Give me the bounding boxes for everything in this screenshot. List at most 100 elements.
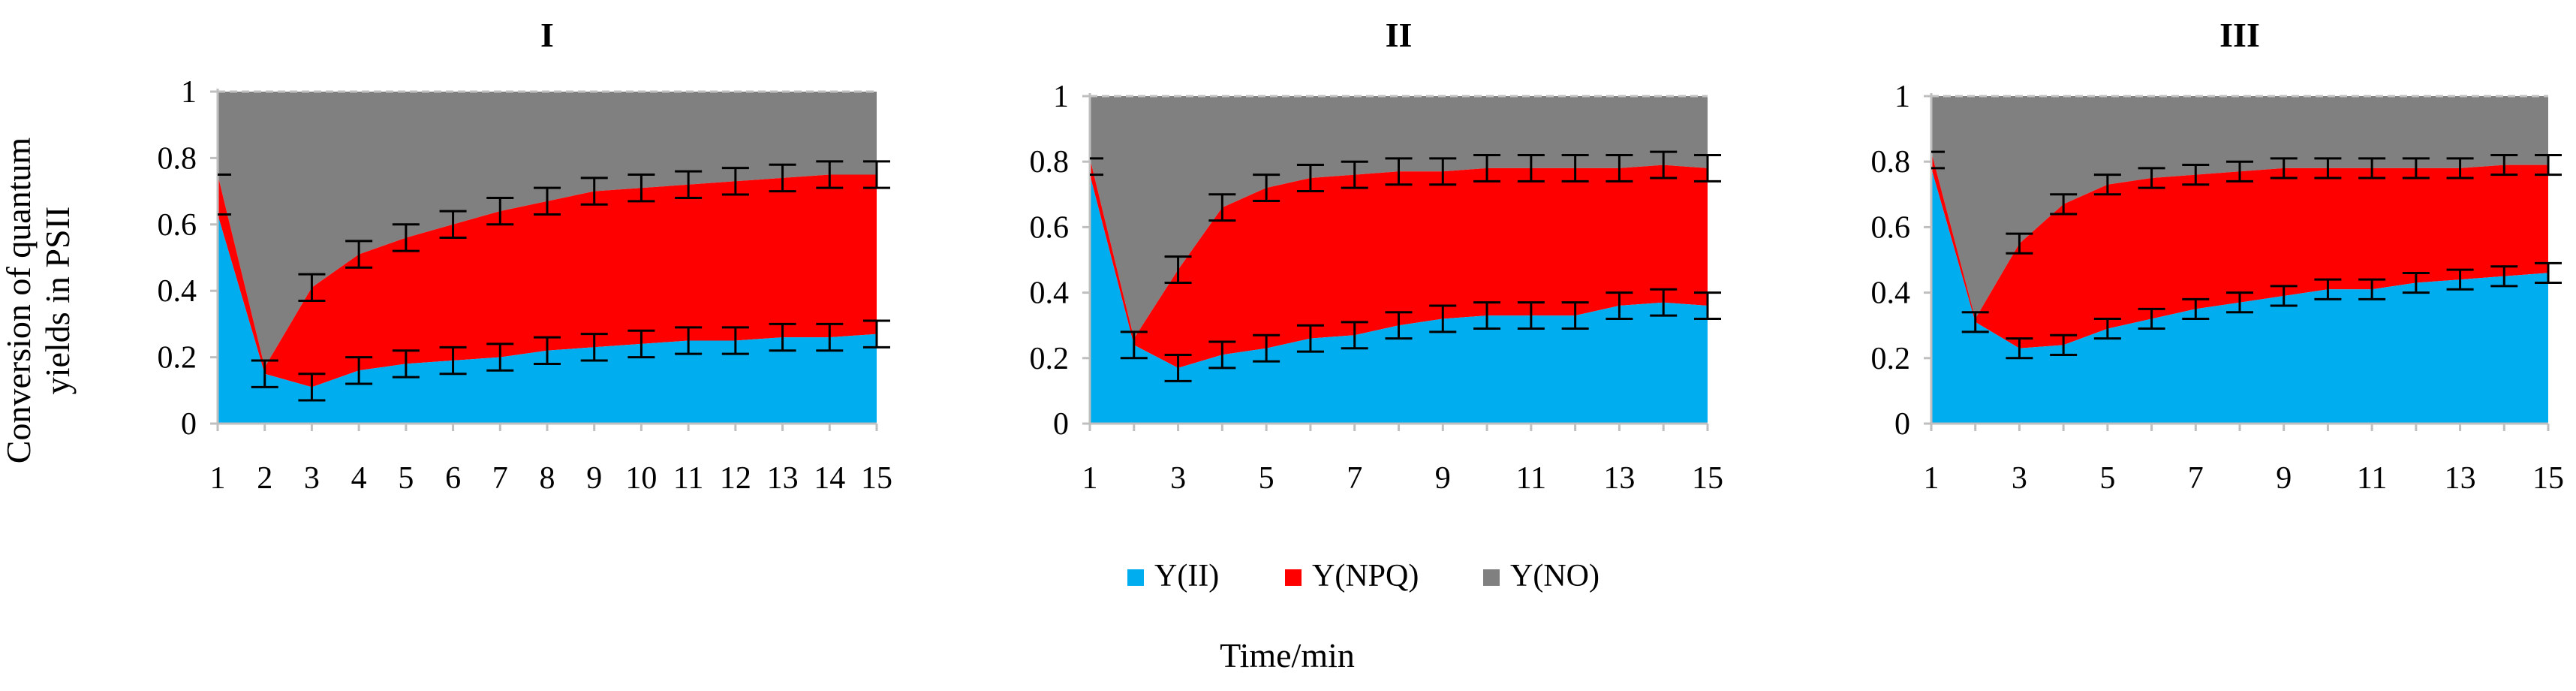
error-bar-y-ii	[863, 319, 890, 349]
y-tick-label: 0.6	[158, 208, 197, 243]
x-tick-label: 3	[304, 461, 320, 496]
error-bar-y-npq	[439, 210, 467, 239]
y-tick-label: 0.8	[158, 141, 197, 176]
x-tick-label: 7	[492, 461, 508, 496]
x-tick-label: 11	[1516, 461, 1546, 496]
error-bar-y-npq	[1650, 150, 1678, 180]
x-tick-label: 13	[767, 461, 799, 496]
error-bar-y-npq	[816, 160, 844, 189]
y-tick-label: 0.4	[1871, 276, 1911, 311]
x-tick-label: 15	[861, 461, 892, 496]
error-bar-y-npq	[1561, 153, 1589, 183]
error-bar-y-npq	[2270, 157, 2298, 180]
legend-label-y-ii: Y(II)	[1154, 559, 1219, 593]
error-bar-y-ii	[2138, 307, 2165, 330]
error-bar-y-ii	[1650, 288, 1678, 317]
error-bar-y-ii	[1296, 324, 1324, 353]
error-bar-y-npq	[1208, 193, 1236, 222]
x-tick-label: 14	[814, 461, 845, 496]
x-tick-label: 3	[1170, 461, 1186, 496]
error-bar-y-npq	[486, 196, 514, 226]
x-tick-label: 5	[2099, 461, 2115, 496]
error-bar-y-npq	[2490, 153, 2518, 177]
error-bar-y-npq	[1164, 255, 1192, 285]
area-y-ii	[1090, 174, 1708, 424]
x-tick-label: 11	[2357, 461, 2387, 496]
error-bar-y-ii	[1208, 340, 1236, 370]
error-bar-y-ii	[675, 326, 703, 355]
y-tick-label: 0.8	[1030, 145, 1070, 180]
error-bar-y-ii	[2006, 337, 2033, 360]
y-tick-label: 0.2	[1030, 342, 1070, 376]
area-y-npq	[1931, 152, 2548, 349]
error-bar-y-ii	[2226, 291, 2253, 314]
x-tick-label: 5	[398, 461, 414, 496]
error-bar-y-ii	[580, 333, 608, 362]
error-bar-y-ii	[2093, 317, 2121, 340]
error-bar-y-ii	[2182, 297, 2210, 320]
error-bar-y-npq	[2182, 164, 2210, 186]
error-bar-y-npq	[2402, 157, 2430, 180]
x-tick-label: 15	[2532, 461, 2564, 496]
error-bar-y-npq	[1253, 174, 1280, 203]
error-bar-y-ii	[251, 359, 278, 388]
error-bar-y-ii	[486, 342, 514, 372]
x-tick-label: 8	[540, 461, 555, 496]
error-bar-y-ii	[534, 336, 561, 365]
error-bar-y-npq	[1517, 153, 1545, 183]
error-bar-y-npq	[1385, 157, 1413, 186]
x-tick-label: 6	[445, 461, 461, 496]
y-tick-label: 0.4	[158, 274, 197, 309]
error-bar-y-npq	[2006, 232, 2033, 255]
error-bar-y-npq	[2050, 193, 2078, 216]
x-tick-label: 1	[1082, 461, 1098, 496]
error-bar-y-ii	[439, 346, 467, 376]
y-tick-label: 0	[181, 407, 197, 442]
error-bar-y-npq	[769, 163, 796, 193]
x-tick-label: 15	[1692, 461, 1723, 496]
error-bar-y-npq	[2226, 160, 2253, 183]
y-tick-label: 0.2	[1871, 342, 1911, 376]
legend-label-y-no: Y(NO)	[1510, 559, 1599, 593]
error-bar-y-npq	[1473, 153, 1501, 183]
chart-panels: 00.20.40.60.811 2 3 4 5 6 7 8 9 10 11 12 13 14 15I00.2…	[158, 16, 2565, 496]
error-bar-y-npq	[2093, 174, 2121, 196]
error-bar-y-ii	[2402, 271, 2430, 294]
error-bar-y-npq	[2535, 153, 2562, 177]
error-bar-y-ii	[2490, 265, 2518, 288]
y-tick-label: 0	[1053, 407, 1069, 442]
x-tick-label: 9	[586, 461, 602, 496]
error-bar-y-ii	[298, 373, 326, 402]
area-y-npq	[1090, 158, 1708, 368]
error-bar-y-npq	[392, 223, 420, 252]
y-axis-label-line2: yields in PSII	[38, 207, 77, 394]
x-tick-label: 4	[351, 461, 367, 496]
x-tick-label: 7	[2188, 461, 2204, 496]
error-bar-y-ii	[1517, 301, 1545, 330]
error-bar-y-ii	[2358, 278, 2386, 300]
error-bar-y-ii	[1473, 301, 1501, 330]
x-tick-label: 9	[1435, 461, 1451, 496]
y-axis-label-line1: Conversion of quantum	[0, 137, 38, 464]
x-tick-label: 10	[625, 461, 657, 496]
error-bar-y-ii	[345, 356, 373, 385]
error-bar-y-ii	[1385, 311, 1413, 340]
error-bar-y-npq	[2314, 157, 2342, 180]
x-tick-label: 2	[257, 461, 272, 496]
error-bar-y-ii	[1605, 291, 1633, 320]
y-tick-label: 0	[1894, 407, 1910, 442]
y-tick-label: 0.8	[1871, 145, 1911, 180]
x-tick-label: 5	[1259, 461, 1274, 496]
error-bar-y-npq	[345, 240, 373, 269]
error-bar-y-npq	[580, 177, 608, 206]
y-tick-label: 1	[1894, 80, 1910, 114]
error-bar-y-npq	[534, 186, 561, 216]
legend-swatch-y-ii	[1127, 569, 1144, 586]
error-bar-y-ii	[2535, 261, 2562, 285]
error-bar-y-ii	[769, 322, 796, 352]
legend-label-y-npq: Y(NPQ)	[1312, 559, 1419, 593]
error-bar-y-npq	[2138, 167, 2165, 189]
